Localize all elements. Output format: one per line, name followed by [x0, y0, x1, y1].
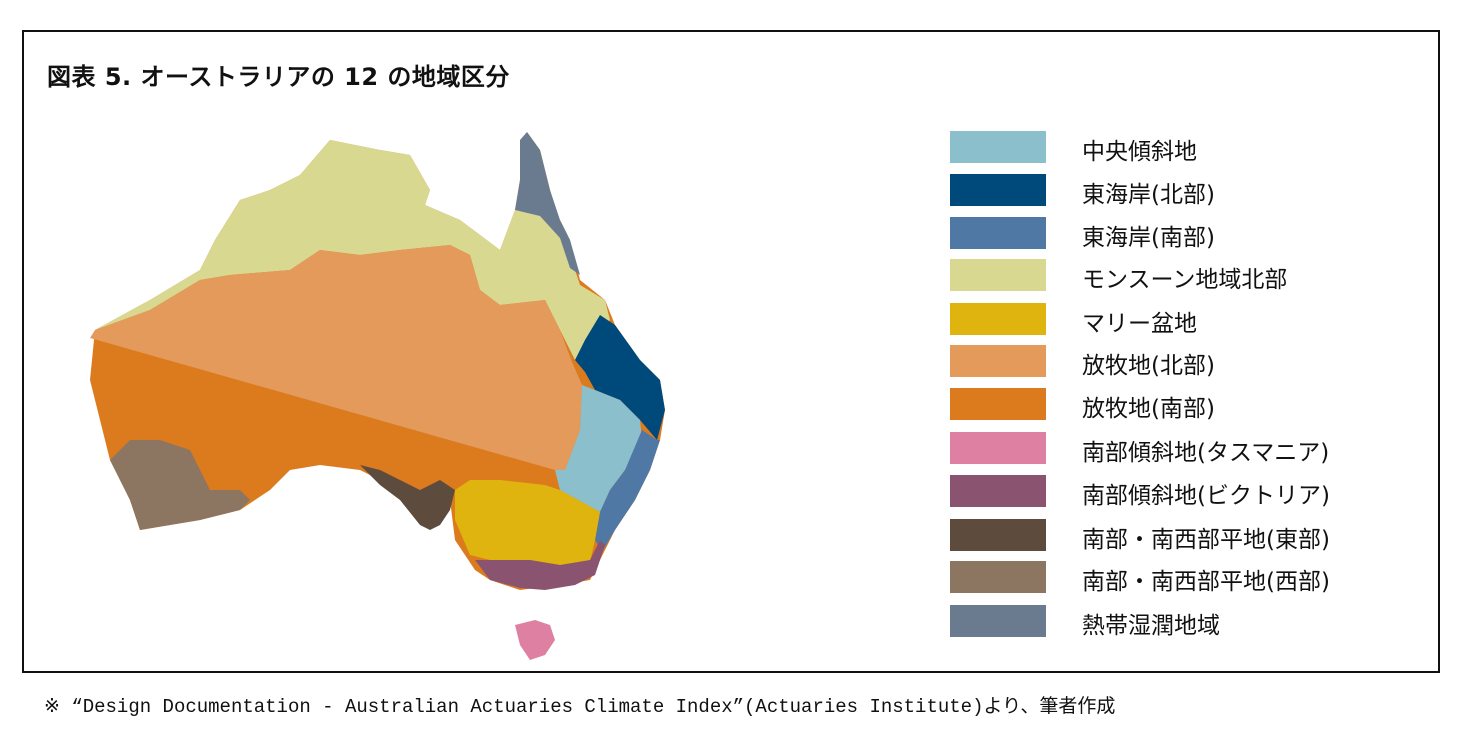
region-southern-slopes-vic	[475, 540, 605, 590]
region-rangelands-north	[90, 245, 582, 470]
legend-label: 放牧地(南部)	[1082, 396, 1215, 422]
region-southern-slopes-tas	[515, 620, 555, 660]
legend-item: 中央傾斜地	[950, 131, 1410, 165]
legend-item: 東海岸(北部)	[950, 174, 1410, 208]
legend-swatch	[950, 475, 1046, 507]
region-east-coast-north	[575, 315, 665, 440]
legend-label: 熱帯湿潤地域	[1082, 613, 1220, 639]
source-note: ※ “Design Documentation - Australian Act…	[44, 696, 1116, 718]
legend-label: モンスーン地域北部	[1082, 267, 1288, 293]
legend-item: モンスーン地域北部	[950, 259, 1410, 293]
legend-label: 東海岸(北部)	[1082, 182, 1215, 208]
legend-item: 南部・南西部平地(東部)	[950, 519, 1410, 553]
region-central-slopes	[555, 385, 642, 512]
region-southern-plains-east	[360, 465, 455, 530]
legend-item: 南部傾斜地(タスマニア)	[950, 432, 1410, 466]
legend-item: 南部・南西部平地(西部)	[950, 561, 1410, 595]
legend-swatch	[950, 174, 1046, 206]
region-wet-tropics	[515, 132, 580, 275]
legend-item: 東海岸(南部)	[950, 217, 1410, 251]
figure-frame	[22, 30, 1440, 673]
legend-label: マリー盆地	[1082, 311, 1197, 337]
legend-item: 熱帯湿潤地域	[950, 605, 1410, 639]
legend-swatch	[950, 345, 1046, 377]
region-east-coast-south	[595, 430, 660, 552]
legend-swatch	[950, 432, 1046, 464]
legend-swatch	[950, 259, 1046, 291]
legend-swatch	[950, 131, 1046, 163]
region-monsoonal-north	[95, 140, 610, 360]
legend-swatch	[950, 605, 1046, 637]
legend-swatch	[950, 217, 1046, 249]
legend-swatch	[950, 561, 1046, 593]
figure-title: 図表 5. オーストラリアの 12 の地域区分	[47, 63, 510, 91]
region-murray-basin	[455, 480, 600, 565]
legend-label: 東海岸(南部)	[1082, 225, 1215, 251]
legend-label: 中央傾斜地	[1082, 139, 1197, 165]
legend-item: マリー盆地	[950, 303, 1410, 337]
legend-swatch	[950, 519, 1046, 551]
legend-label: 放牧地(北部)	[1082, 353, 1215, 379]
region-southern-plains-west	[110, 440, 250, 530]
legend-label: 南部・南西部平地(西部)	[1082, 569, 1330, 595]
legend-label: 南部傾斜地(タスマニア)	[1082, 440, 1330, 466]
legend-swatch	[950, 388, 1046, 420]
legend-item: 南部傾斜地(ビクトリア)	[950, 475, 1410, 509]
legend-item: 放牧地(北部)	[950, 345, 1410, 379]
legend-label: 南部傾斜地(ビクトリア)	[1082, 483, 1330, 509]
legend-item: 放牧地(南部)	[950, 388, 1410, 422]
legend-label: 南部・南西部平地(東部)	[1082, 527, 1330, 553]
legend-swatch	[950, 303, 1046, 335]
